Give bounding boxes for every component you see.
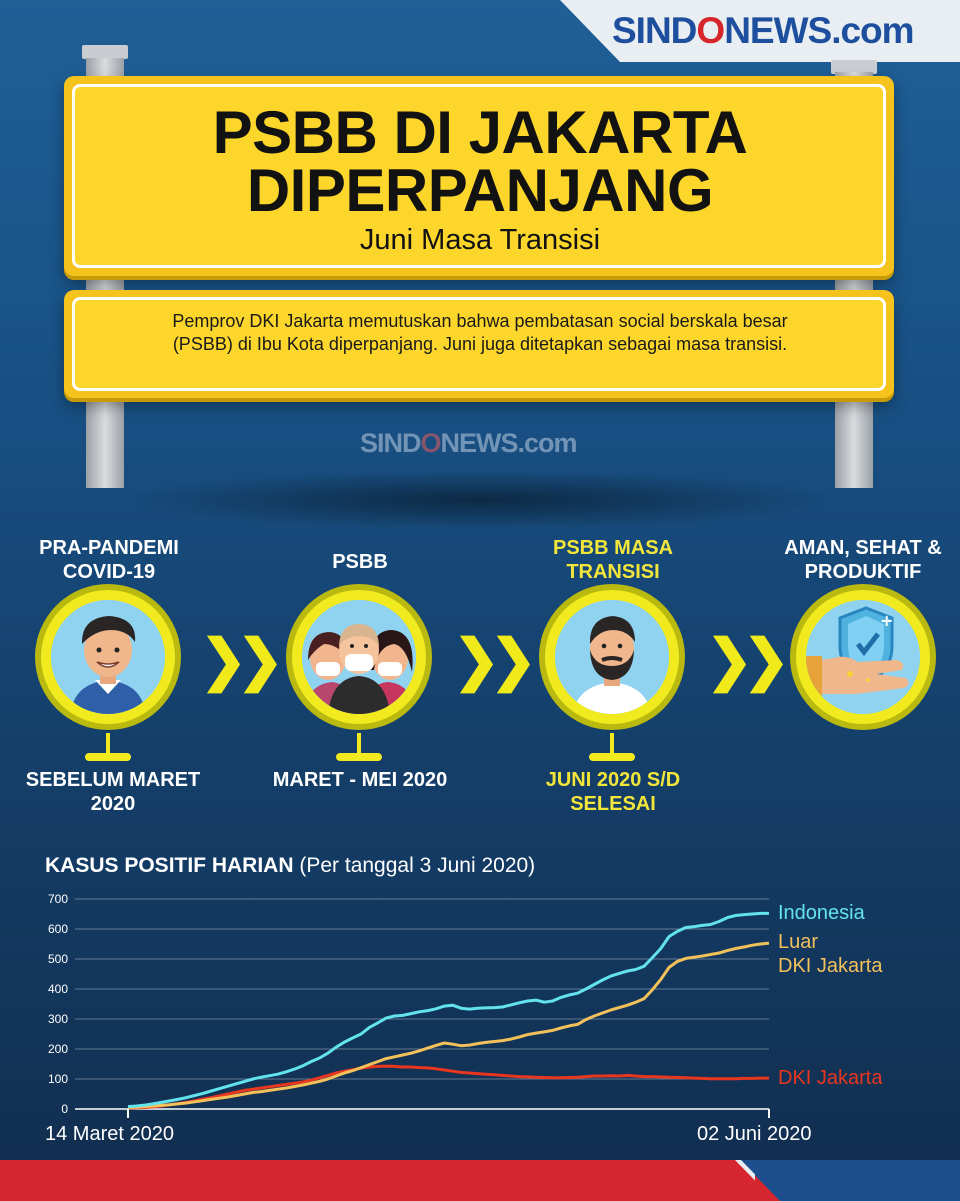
description-sign-panel <box>72 297 886 391</box>
watermark-text: SIND <box>360 428 422 458</box>
shield-hand-icon: + <box>806 600 920 714</box>
chevron-right-icon: ❯❯ <box>453 628 537 691</box>
stage-title: AMAN, SEHAT & PRODUKTIF <box>784 537 942 583</box>
y-tick-label: 700 <box>48 892 68 906</box>
smiling-man-icon <box>51 600 165 714</box>
description-sign <box>64 290 894 398</box>
title-sign <box>64 76 894 276</box>
title-sign-panel <box>72 84 886 268</box>
stage-marker <box>85 753 131 761</box>
watermark-logo: SINDONEWS.com <box>360 428 578 459</box>
stage-period: JUNI 2020 S/D SELESAI <box>545 769 681 815</box>
watermark-globe-icon: O <box>420 428 442 458</box>
title-line-2: DIPERPANJANG <box>246 157 714 224</box>
chart-title: KASUS POSITIF HARIAN <box>45 854 294 877</box>
stage-period: MARET - MEI 2020 <box>272 769 448 791</box>
stage-stem <box>357 733 361 755</box>
y-tick-label: 600 <box>48 922 68 936</box>
legend-dki: DKI Jakarta <box>778 1067 883 1089</box>
y-tick-label: 200 <box>48 1042 68 1056</box>
series-line-luar-dki-jakarta <box>127 941 770 1109</box>
bearded-man-icon <box>555 600 669 714</box>
x-axis-start-label: 14 Maret 2020 <box>45 1123 174 1145</box>
y-tick-label: 500 <box>48 952 68 966</box>
y-tick-label: 0 <box>61 1102 68 1116</box>
y-tick-label: 100 <box>48 1072 68 1086</box>
sign-shadow <box>120 470 840 530</box>
sindonews-logo[interactable]: SINDONEWS.com <box>612 10 915 52</box>
page-subtitle: Juni Masa Transisi <box>359 224 601 256</box>
stage-stem <box>106 733 110 755</box>
legend-indonesia: Indonesia <box>778 902 865 924</box>
logo-text-part: SIND <box>612 10 697 51</box>
stage-marker <box>589 753 635 761</box>
masked-people-icon <box>302 600 416 714</box>
chart-series <box>127 911 770 1110</box>
page-title: PSBB DI JAKARTA DIPERPANJANG <box>0 99 960 224</box>
y-tick-label: 400 <box>48 982 68 996</box>
description-text: Pemprov DKI Jakarta memutuskan bahwa pem… <box>172 311 788 354</box>
stage-icon-circle <box>545 590 679 724</box>
y-tick-label: 300 <box>48 1012 68 1026</box>
stage-title: PRA-PANDEMI COVID-19 <box>39 537 179 583</box>
x-axis-end-label: 02 Juni 2020 <box>697 1123 812 1145</box>
series-line-indonesia <box>127 911 769 1109</box>
y-axis-ticks: 0 100 200 300 400 500 600 700 <box>48 892 68 1116</box>
stage-title: PSBB <box>332 551 388 573</box>
title-line-1: PSBB DI JAKARTA <box>212 99 748 166</box>
watermark-text: .com <box>517 428 578 458</box>
logo-text-part: .com <box>831 10 914 51</box>
chevron-right-icon: ❯❯ <box>706 628 790 691</box>
stage-icon-circle <box>292 590 426 724</box>
legend-luar-line-2: DKI Jakarta <box>778 955 883 977</box>
post-cap-left <box>82 45 128 59</box>
watermark-text: NEWS <box>440 428 519 458</box>
svg-text:+: + <box>880 611 893 630</box>
logo-text-part: NEWS <box>724 10 832 51</box>
chevron-right-icon: ❯❯ <box>200 628 284 691</box>
stage-icon-circle <box>41 590 175 724</box>
logo-banner <box>560 0 960 62</box>
stage-icon-circle: + <box>796 590 930 724</box>
legend-luar-line-1: Luar <box>778 931 819 953</box>
line-chart: 0 100 200 300 400 500 600 700 <box>48 892 770 1118</box>
series-line-dki-jakarta <box>127 1064 769 1110</box>
stage-title: PSBB MASA TRANSISI <box>552 537 673 583</box>
stage-marker <box>336 753 382 761</box>
logo-globe-icon: O <box>696 10 725 51</box>
chart-heading: KASUS POSITIF HARIAN (Per tanggal 3 Juni… <box>45 854 535 878</box>
stage-stem <box>610 733 614 755</box>
chart-subtitle: (Per tanggal 3 Juni 2020) <box>299 854 536 877</box>
post-cap-right <box>831 60 877 74</box>
footer-stripe-blue <box>740 1160 960 1201</box>
stage-period: SEBELUM MARET 2020 <box>25 769 201 815</box>
